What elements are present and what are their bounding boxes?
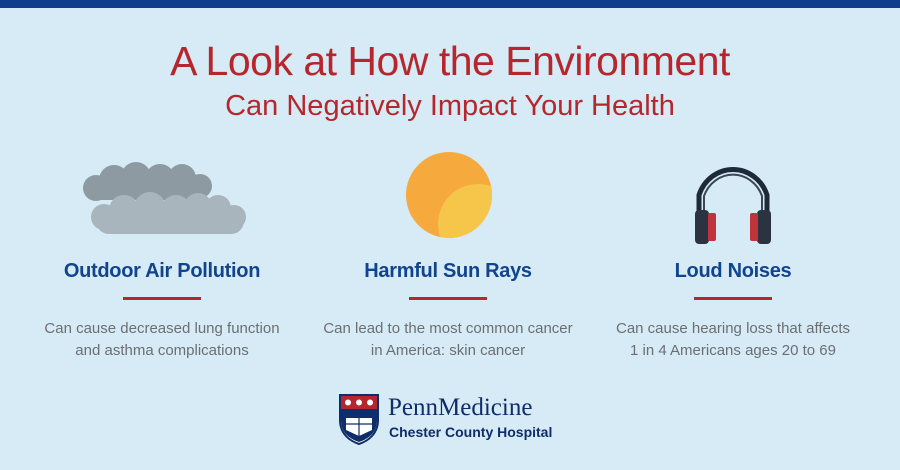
headphones-icon — [583, 150, 883, 250]
topic-heading: Loud Noises — [674, 260, 792, 282]
logo-name: PennMedicine — [388, 394, 533, 421]
topic-description: Can cause decreased lung function and as… — [12, 318, 312, 362]
penn-medicine-logo: PennMedicine Chester County Hospital — [338, 392, 578, 446]
description-line: in America: skin cancer — [370, 342, 526, 359]
topic-description: Can cause hearing loss that affects 1 in… — [583, 318, 883, 362]
heading-divider — [123, 297, 201, 300]
smog-cloud-icon — [12, 150, 312, 250]
description-line: Can lead to the most common cancer — [323, 320, 573, 337]
description-line: 1 in 4 Americans ages 20 to 69 — [630, 342, 836, 359]
description-line: Can cause hearing loss that affects — [615, 320, 851, 337]
shield-icon — [339, 394, 379, 446]
logo-subtitle: Chester County Hospital — [389, 424, 553, 440]
page-title: A Look at How the Environment — [170, 38, 730, 84]
description-line: and asthma complications — [75, 342, 249, 359]
page-subtitle: Can Negatively Impact Your Health — [225, 90, 675, 122]
topic-description: Can lead to the most common cancer in Am… — [298, 318, 598, 362]
top-bar — [0, 0, 900, 8]
sun-icon — [298, 150, 598, 250]
heading-divider — [409, 297, 487, 300]
topic-heading: Harmful Sun Rays — [364, 260, 532, 282]
description-line: Can cause decreased lung function — [44, 320, 280, 337]
heading-divider — [694, 297, 772, 300]
topic-heading: Outdoor Air Pollution — [63, 260, 261, 282]
